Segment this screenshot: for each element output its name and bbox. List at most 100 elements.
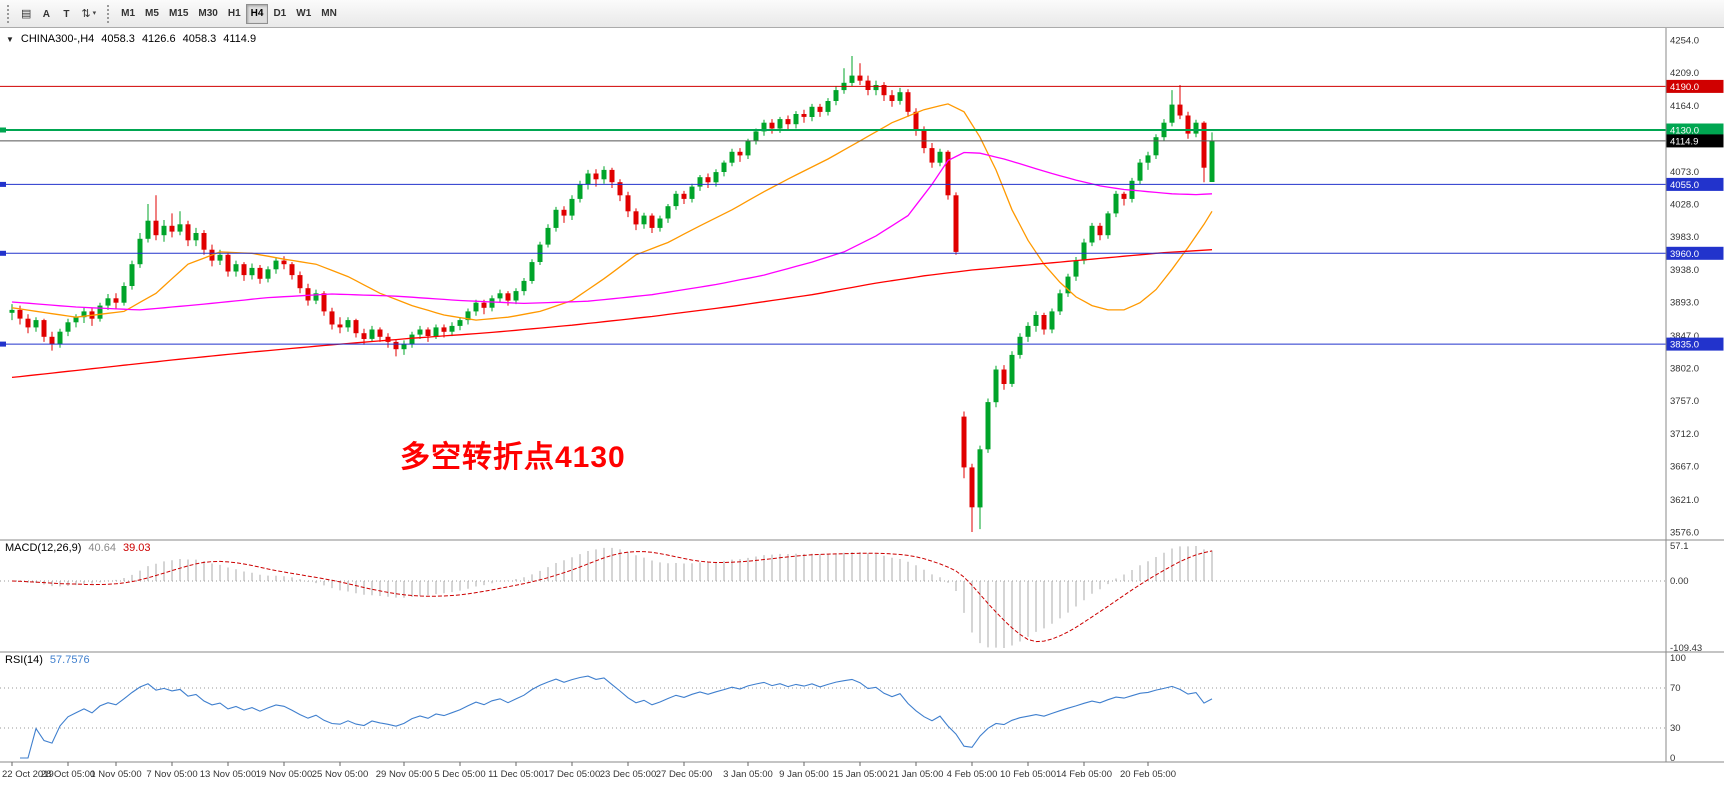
line-tools-group: ▤ A T ⇅ ▾ bbox=[16, 3, 101, 24]
time-axis-label: 13 Nov 05:00 bbox=[200, 769, 257, 780]
price-axis-labels[interactable]: 4254.04209.04164.04119.04073.04028.03983… bbox=[1670, 36, 1699, 539]
time-axis-label: 15 Jan 05:00 bbox=[833, 769, 888, 780]
price-tick-label: 4254.0 bbox=[1670, 36, 1699, 47]
time-axis-label: 21 Jan 05:00 bbox=[889, 769, 944, 780]
support-line-3835-left-marker[interactable] bbox=[0, 341, 6, 347]
macd-axis-label: -109.43 bbox=[1670, 643, 1702, 654]
time-axis-label: 23 Dec 05:00 bbox=[600, 769, 657, 780]
macd-pane: 57.1 0.00 -109.43 bbox=[0, 541, 1702, 654]
timeframe-button-W1[interactable]: W1 bbox=[291, 4, 316, 24]
time-axis-label: 11 Dec 05:00 bbox=[488, 769, 544, 780]
price-tick-label: 3576.0 bbox=[1670, 528, 1699, 539]
rsi-axis-label: 70 bbox=[1670, 683, 1681, 694]
rsi-value: 57.7576 bbox=[49, 654, 90, 666]
cursor-tool-button[interactable]: A bbox=[36, 4, 56, 24]
price-tick-label: 3667.0 bbox=[1670, 461, 1699, 472]
macd-axis-label: 0.00 bbox=[1670, 576, 1689, 587]
timeframe-button-H4[interactable]: H4 bbox=[245, 3, 269, 24]
price-tick-label: 3802.0 bbox=[1670, 364, 1699, 375]
rsi-pane: 100 70 30 0 bbox=[0, 653, 1686, 764]
pane-separators[interactable] bbox=[0, 28, 1724, 763]
price-tick-label: 3757.0 bbox=[1670, 396, 1699, 407]
chart-title: ▼ CHINA300-,H4 4058.3 4126.6 4058.3 4114… bbox=[6, 33, 256, 45]
time-axis-label: 9 Jan 05:00 bbox=[779, 769, 829, 780]
time-axis-label: 25 Nov 05:00 bbox=[312, 769, 369, 780]
dropdown-caret-icon: ▾ bbox=[92, 10, 97, 17]
rsi-axis-label: 0 bbox=[1670, 753, 1675, 764]
price-tick-label: 3847.0 bbox=[1670, 331, 1699, 342]
support-line-4055-left-marker[interactable] bbox=[0, 181, 6, 187]
cycle-chart-button[interactable]: ⇅ ▾ bbox=[76, 3, 101, 23]
text-tool-button[interactable]: T bbox=[56, 4, 76, 24]
time-axis-label: 7 Nov 05:00 bbox=[146, 769, 197, 780]
timeframe-button-H1[interactable]: H1 bbox=[223, 4, 246, 24]
macd-axis-label: 57.1 bbox=[1670, 541, 1689, 552]
price-tick-label: 4073.0 bbox=[1670, 167, 1699, 178]
time-axis-label: 4 Feb 05:00 bbox=[947, 769, 998, 780]
price-badge-text: 4055.0 bbox=[1670, 180, 1699, 191]
time-axis-label: 22 Oct 2019 bbox=[2, 769, 54, 780]
price-badge-text: 4190.0 bbox=[1670, 82, 1699, 93]
chart-list-icon[interactable]: ▤ bbox=[16, 3, 36, 23]
ma-fast-orange bbox=[11, 103, 1213, 321]
timeframe-toolbar-drag-handle[interactable] bbox=[107, 4, 110, 23]
turning-point-line-4130-left-marker[interactable] bbox=[0, 127, 6, 133]
time-axis-label: 29 Nov 05:00 bbox=[376, 769, 433, 780]
ohlc-high: 4126.6 bbox=[141, 33, 176, 45]
time-axis-label: 14 Feb 05:00 bbox=[1056, 769, 1112, 780]
ma-slow-red bbox=[11, 249, 1213, 379]
chart-canvas[interactable]: 4254.04209.04164.04119.04073.04028.03983… bbox=[0, 28, 1724, 794]
price-tick-label: 3893.0 bbox=[1670, 297, 1699, 308]
chart-area[interactable]: 4254.04209.04164.04119.04073.04028.03983… bbox=[0, 28, 1724, 794]
rsi-line bbox=[20, 675, 1213, 759]
rsi-indicator-label: RSI(14) 57.7576 bbox=[5, 654, 90, 666]
toolbar-drag-handle[interactable] bbox=[7, 4, 10, 23]
time-axis-label: 28 Oct 05:00 bbox=[41, 769, 95, 780]
price-badge-4114.9 bbox=[1666, 134, 1724, 148]
price-tick-label: 3621.0 bbox=[1670, 495, 1699, 506]
symbol-dropdown-icon[interactable]: ▼ bbox=[6, 34, 14, 44]
price-tick-label: 4209.0 bbox=[1670, 68, 1699, 79]
price-tick-label: 3938.0 bbox=[1670, 265, 1699, 276]
time-axis-label: 17 Dec 05:00 bbox=[544, 769, 601, 780]
candlestick-series bbox=[9, 56, 1215, 532]
support-line-3960-left-marker[interactable] bbox=[0, 250, 6, 256]
macd-signal-line bbox=[11, 550, 1213, 643]
toolbar: ▤ A T ⇅ ▾ M1 M5 M15 M30 H1 H4 D1 W1 MN bbox=[0, 0, 1724, 28]
price-badge-text: 4130.0 bbox=[1670, 126, 1699, 137]
annotation-text[interactable]: 多空转折点4130 bbox=[400, 441, 626, 474]
rsi-axis-label: 100 bbox=[1670, 653, 1686, 664]
ma-medium-magenta bbox=[11, 151, 1213, 311]
time-axis-label: 20 Feb 05:00 bbox=[1120, 769, 1176, 780]
ohlc-open: 4058.3 bbox=[101, 33, 135, 45]
timeframe-button-D1[interactable]: D1 bbox=[268, 4, 291, 24]
timeframe-button-M30[interactable]: M30 bbox=[193, 4, 222, 24]
time-axis-label: 10 Feb 05:00 bbox=[1000, 769, 1056, 780]
macd-name: MACD(12,26,9) bbox=[5, 542, 82, 554]
price-badge-3835.0 bbox=[1666, 337, 1724, 351]
price-badge-text: 3960.0 bbox=[1670, 249, 1699, 260]
rsi-name: RSI(14) bbox=[5, 654, 43, 666]
timeframe-button-M1[interactable]: M1 bbox=[116, 4, 140, 24]
price-badge-text: 4114.9 bbox=[1670, 136, 1698, 147]
time-axis-label: 19 Nov 05:00 bbox=[256, 769, 313, 780]
ohlc-close: 4114.9 bbox=[223, 33, 257, 45]
price-tick-label: 3983.0 bbox=[1670, 232, 1699, 243]
macd-signal-value: 39.03 bbox=[122, 542, 151, 554]
price-badge-4190.0 bbox=[1666, 79, 1724, 93]
price-badge-4130.0 bbox=[1666, 123, 1724, 137]
timeframe-button-M15[interactable]: M15 bbox=[164, 4, 193, 24]
time-axis-label: 5 Dec 05:00 bbox=[434, 769, 485, 780]
macd-indicator-label: MACD(12,26,9) 40.64 39.03 bbox=[5, 542, 151, 554]
price-badge-3960.0 bbox=[1666, 246, 1724, 260]
macd-histogram bbox=[19, 546, 1213, 648]
price-tick-label: 4028.0 bbox=[1670, 200, 1699, 211]
ohlc-low: 4058.3 bbox=[182, 33, 217, 45]
timeframe-button-MN[interactable]: MN bbox=[316, 4, 342, 24]
symbol-label: CHINA300-,H4 bbox=[20, 33, 95, 45]
time-axis-label: 27 Dec 05:00 bbox=[656, 769, 713, 780]
price-tick-label: 4164.0 bbox=[1670, 101, 1699, 112]
timeframe-button-M5[interactable]: M5 bbox=[140, 4, 164, 24]
